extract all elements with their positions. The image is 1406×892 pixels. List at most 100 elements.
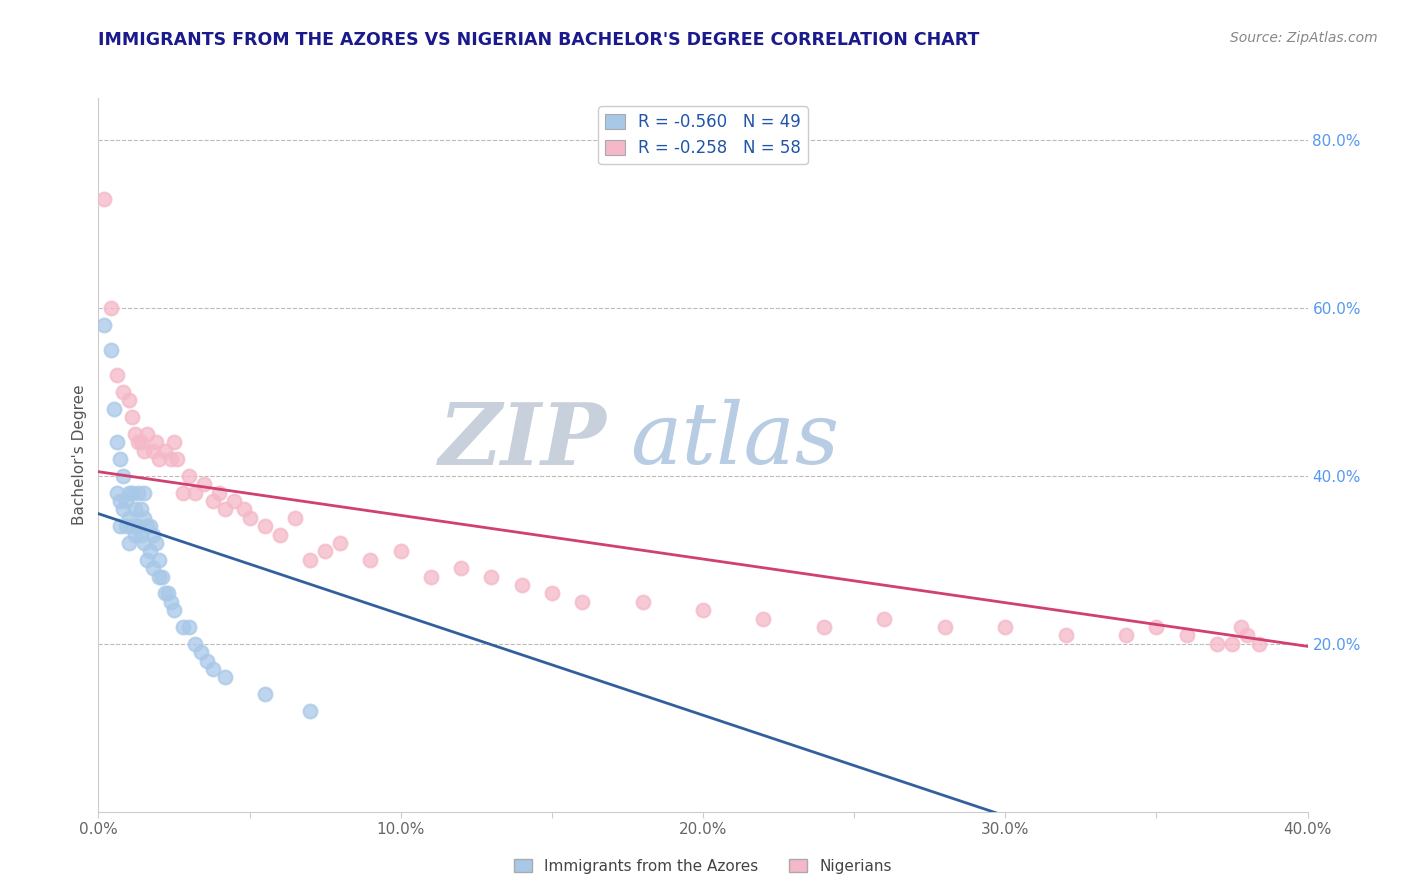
Point — [314, 544, 336, 558]
Point — [179, 469, 201, 483]
Point — [239, 511, 262, 525]
Point — [160, 452, 183, 467]
Legend: R = -0.560   N = 49, R = -0.258   N = 58: R = -0.560 N = 49, R = -0.258 N = 58 — [598, 106, 808, 164]
Point — [118, 393, 141, 408]
Point — [93, 192, 115, 206]
Text: atlas: atlas — [630, 400, 839, 482]
Point — [103, 401, 125, 416]
Point — [114, 519, 136, 533]
Point — [1220, 637, 1243, 651]
Point — [253, 519, 276, 533]
Point — [121, 519, 143, 533]
Point — [1249, 637, 1271, 651]
Point — [1230, 620, 1253, 634]
Point — [121, 485, 143, 500]
Point — [160, 595, 183, 609]
Point — [202, 662, 225, 676]
Point — [202, 494, 225, 508]
Point — [139, 544, 162, 558]
Point — [139, 519, 162, 533]
Point — [129, 502, 152, 516]
Point — [127, 485, 149, 500]
Point — [284, 511, 307, 525]
Point — [132, 443, 155, 458]
Point — [108, 452, 131, 467]
Point — [420, 569, 443, 583]
Point — [121, 410, 143, 425]
Point — [111, 469, 134, 483]
Point — [1144, 620, 1167, 634]
Point — [100, 343, 122, 357]
Point — [193, 477, 215, 491]
Point — [1236, 628, 1258, 642]
Point — [692, 603, 714, 617]
Point — [360, 553, 382, 567]
Point — [135, 519, 157, 533]
Y-axis label: Bachelor's Degree: Bachelor's Degree — [72, 384, 87, 525]
Point — [145, 435, 167, 450]
Point — [142, 561, 165, 575]
Point — [232, 502, 254, 516]
Point — [214, 502, 236, 516]
Point — [129, 527, 152, 541]
Point — [179, 620, 201, 634]
Point — [142, 443, 165, 458]
Point — [163, 603, 186, 617]
Point — [172, 485, 194, 500]
Point — [124, 527, 146, 541]
Point — [132, 536, 155, 550]
Point — [166, 452, 188, 467]
Point — [118, 485, 141, 500]
Point — [129, 435, 152, 450]
Point — [269, 527, 291, 541]
Point — [253, 687, 276, 701]
Point — [148, 569, 170, 583]
Point — [299, 553, 322, 567]
Point — [145, 536, 167, 550]
Point — [1115, 628, 1137, 642]
Text: ZIP: ZIP — [439, 399, 606, 483]
Point — [329, 536, 352, 550]
Point — [156, 586, 179, 600]
Point — [994, 620, 1017, 634]
Point — [195, 654, 218, 668]
Point — [127, 519, 149, 533]
Point — [184, 637, 207, 651]
Point — [1175, 628, 1198, 642]
Point — [224, 494, 246, 508]
Text: IMMIGRANTS FROM THE AZORES VS NIGERIAN BACHELOR'S DEGREE CORRELATION CHART: IMMIGRANTS FROM THE AZORES VS NIGERIAN B… — [98, 31, 980, 49]
Point — [135, 553, 157, 567]
Legend: Immigrants from the Azores, Nigerians: Immigrants from the Azores, Nigerians — [508, 853, 898, 880]
Point — [105, 368, 128, 383]
Point — [1054, 628, 1077, 642]
Point — [631, 595, 654, 609]
Point — [184, 485, 207, 500]
Point — [481, 569, 503, 583]
Point — [450, 561, 472, 575]
Point — [111, 384, 134, 399]
Point — [114, 494, 136, 508]
Point — [148, 553, 170, 567]
Point — [148, 452, 170, 467]
Point — [1206, 637, 1229, 651]
Point — [108, 494, 131, 508]
Point — [752, 612, 775, 626]
Point — [813, 620, 835, 634]
Point — [105, 435, 128, 450]
Point — [153, 586, 176, 600]
Point — [571, 595, 593, 609]
Point — [93, 318, 115, 332]
Point — [190, 645, 212, 659]
Point — [108, 519, 131, 533]
Point — [105, 485, 128, 500]
Point — [510, 578, 533, 592]
Point — [214, 670, 236, 684]
Point — [153, 443, 176, 458]
Point — [873, 612, 896, 626]
Text: Source: ZipAtlas.com: Source: ZipAtlas.com — [1230, 31, 1378, 45]
Point — [111, 502, 134, 516]
Point — [150, 569, 173, 583]
Point — [124, 426, 146, 441]
Point — [124, 502, 146, 516]
Point — [172, 620, 194, 634]
